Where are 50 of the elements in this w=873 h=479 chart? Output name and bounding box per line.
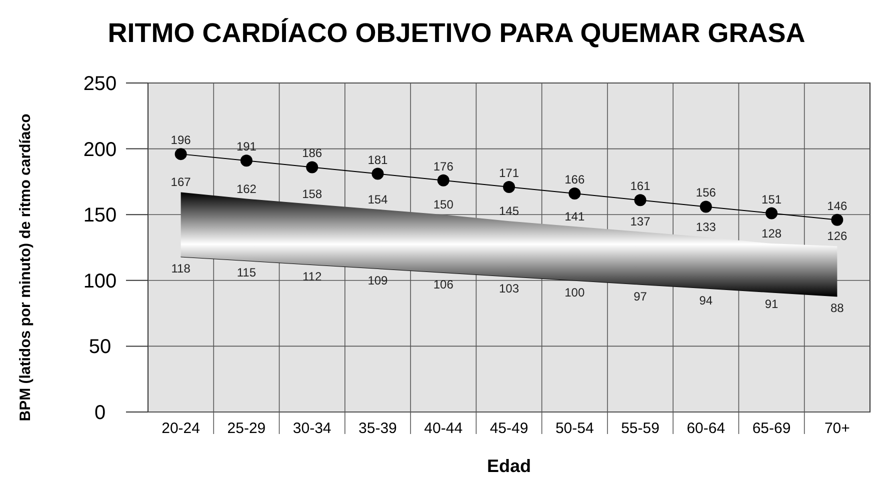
data-label: 97 bbox=[634, 289, 648, 304]
data-label: 146 bbox=[827, 198, 848, 213]
data-label: 166 bbox=[564, 172, 585, 187]
y-tick-label: 100 bbox=[83, 270, 117, 292]
x-tick-label: 40-44 bbox=[424, 420, 463, 437]
data-label: 154 bbox=[368, 192, 388, 206]
x-tick-label: 50-54 bbox=[555, 420, 594, 437]
data-label: 112 bbox=[302, 270, 322, 284]
x-tick-label: 45-49 bbox=[490, 420, 528, 437]
data-label: 100 bbox=[564, 285, 585, 300]
data-label: 150 bbox=[433, 198, 454, 212]
data-label: 118 bbox=[171, 262, 191, 276]
data-label: 145 bbox=[498, 204, 520, 218]
x-tick-label: 65-69 bbox=[752, 420, 791, 437]
x-tick-label: 25-29 bbox=[227, 420, 266, 437]
data-label: 162 bbox=[236, 182, 257, 196]
y-tick-label: 150 bbox=[83, 204, 117, 227]
data-label: 91 bbox=[764, 297, 779, 312]
data-label: 186 bbox=[302, 146, 322, 160]
x-axis-title: Edad bbox=[486, 456, 532, 476]
x-tick-label: 60-64 bbox=[686, 420, 726, 437]
data-label: 128 bbox=[762, 226, 782, 241]
x-tick-label: 70+ bbox=[824, 420, 850, 437]
x-tick-label: 55-59 bbox=[621, 420, 660, 437]
data-label: 156 bbox=[696, 186, 716, 200]
data-label: 126 bbox=[827, 229, 848, 244]
data-label: 115 bbox=[236, 266, 256, 280]
data-label: 103 bbox=[498, 281, 520, 296]
x-tick-label: 35-39 bbox=[358, 420, 397, 437]
y-tick-label: 50 bbox=[88, 336, 112, 358]
data-label: 167 bbox=[170, 175, 192, 190]
x-tick-label: 20-24 bbox=[162, 420, 200, 437]
data-label: 181 bbox=[368, 152, 388, 167]
data-label: 133 bbox=[696, 220, 716, 234]
y-tick-label: 0 bbox=[94, 402, 106, 424]
data-label: 176 bbox=[433, 159, 454, 174]
data-label: 88 bbox=[830, 301, 844, 316]
data-label: 106 bbox=[433, 278, 454, 292]
data-label: 94 bbox=[699, 293, 713, 308]
y-tick-label: 250 bbox=[83, 73, 117, 95]
data-label: 137 bbox=[630, 214, 651, 229]
chart-title: RITMO CARDÍACO OBJETIVO PARA QUEMAR GRASA bbox=[108, 18, 806, 48]
data-label: 158 bbox=[302, 187, 322, 202]
y-tick-label: 200 bbox=[83, 138, 117, 161]
data-label: 196 bbox=[170, 133, 192, 148]
x-tick-label: 30-34 bbox=[292, 420, 332, 437]
data-label: 151 bbox=[762, 192, 782, 206]
data-label: 161 bbox=[630, 179, 651, 194]
y-axis-title: BPM (latidos por minuto) de ritmo cardíaco bbox=[17, 114, 34, 422]
data-label: 171 bbox=[498, 166, 520, 180]
